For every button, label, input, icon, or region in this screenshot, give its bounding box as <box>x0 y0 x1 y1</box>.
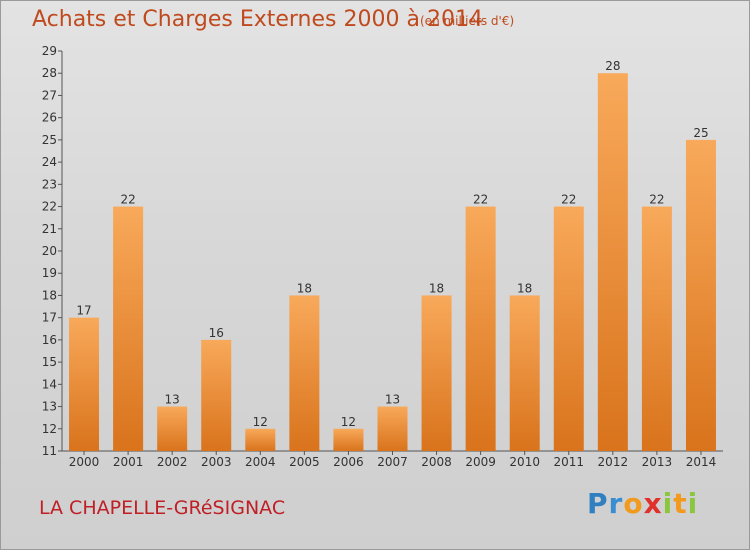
x-tick-label-2003: 2003 <box>201 455 232 469</box>
value-label-2002: 13 <box>165 393 180 407</box>
chart-title: Achats et Charges Externes 2000 à 2014 <box>32 7 483 32</box>
x-tick-label-2012: 2012 <box>598 455 629 469</box>
value-label-2000: 17 <box>76 304 91 318</box>
x-tick-label-2000: 2000 <box>69 455 100 469</box>
value-label-2010: 18 <box>517 281 532 295</box>
bar-2008[interactable] <box>421 295 452 451</box>
value-label-2012: 28 <box>605 59 620 73</box>
y-tick-label: 26 <box>42 111 57 125</box>
y-tick-label: 24 <box>42 155 57 169</box>
logo-letter: o <box>623 487 644 520</box>
value-label-2001: 22 <box>120 193 135 207</box>
bar-2010[interactable] <box>509 295 540 451</box>
y-tick-label: 15 <box>42 355 57 369</box>
y-tick-label: 11 <box>42 444 57 458</box>
bar-2012[interactable] <box>597 73 628 451</box>
proxiti-logo[interactable]: Proxiti <box>587 487 698 520</box>
logo-letter: i <box>687 487 699 520</box>
y-tick-label: 22 <box>42 200 57 214</box>
logo-letter: t <box>673 487 688 520</box>
bar-2005[interactable] <box>289 295 320 451</box>
x-tick-label-2004: 2004 <box>245 455 276 469</box>
logo-letter: P <box>587 487 609 520</box>
x-tick-label-2002: 2002 <box>157 455 188 469</box>
value-label-2007: 13 <box>385 393 400 407</box>
value-label-2004: 12 <box>253 415 268 429</box>
value-label-2011: 22 <box>561 193 576 207</box>
x-tick-label-2006: 2006 <box>333 455 364 469</box>
logo-letter: i <box>662 487 674 520</box>
value-label-2005: 18 <box>297 281 312 295</box>
bar-2013[interactable] <box>641 206 672 451</box>
x-tick-label-2005: 2005 <box>289 455 320 469</box>
bar-2014[interactable] <box>685 139 716 451</box>
value-label-2006: 12 <box>341 415 356 429</box>
y-tick-label: 18 <box>42 288 57 302</box>
x-tick-label-2010: 2010 <box>509 455 540 469</box>
y-tick-label: 28 <box>42 66 57 80</box>
value-label-2013: 22 <box>649 193 664 207</box>
value-label-2008: 18 <box>429 281 444 295</box>
bar-2007[interactable] <box>377 406 408 451</box>
bar-2001[interactable] <box>113 206 144 451</box>
logo-letter: r <box>608 487 624 520</box>
x-tick-label-2009: 2009 <box>465 455 496 469</box>
bar-2006[interactable] <box>333 428 364 451</box>
y-tick-label: 13 <box>42 400 57 414</box>
x-tick-label-2007: 2007 <box>377 455 408 469</box>
y-tick-label: 21 <box>42 222 57 236</box>
bar-2002[interactable] <box>157 406 188 451</box>
x-tick-label-2013: 2013 <box>642 455 673 469</box>
logo-letter: x <box>643 487 663 520</box>
y-tick-label: 16 <box>42 333 57 347</box>
bar-2004[interactable] <box>245 428 276 451</box>
y-tick-label: 23 <box>42 177 57 191</box>
bar-2011[interactable] <box>553 206 584 451</box>
y-tick-label: 14 <box>42 377 57 391</box>
value-label-2009: 22 <box>473 193 488 207</box>
chart-unit: (en milliers d'€) <box>420 14 515 28</box>
value-label-2003: 16 <box>209 326 224 340</box>
bar-2003[interactable] <box>201 339 232 451</box>
y-tick-label: 19 <box>42 266 57 280</box>
y-tick-label: 17 <box>42 311 57 325</box>
bar-2009[interactable] <box>465 206 496 451</box>
x-tick-label-2001: 2001 <box>113 455 144 469</box>
y-tick-label: 20 <box>42 244 57 258</box>
x-tick-label-2008: 2008 <box>421 455 452 469</box>
bar-2000[interactable] <box>69 317 100 451</box>
y-tick-label: 27 <box>42 88 57 102</box>
y-tick-label: 29 <box>42 44 57 58</box>
x-tick-label-2011: 2011 <box>553 455 584 469</box>
commune-name: LA CHAPELLE-GRéSIGNAC <box>39 497 286 519</box>
y-tick-label: 12 <box>42 422 57 436</box>
value-label-2014: 25 <box>693 126 708 140</box>
y-tick-label: 25 <box>42 133 57 147</box>
x-tick-label-2014: 2014 <box>686 455 717 469</box>
